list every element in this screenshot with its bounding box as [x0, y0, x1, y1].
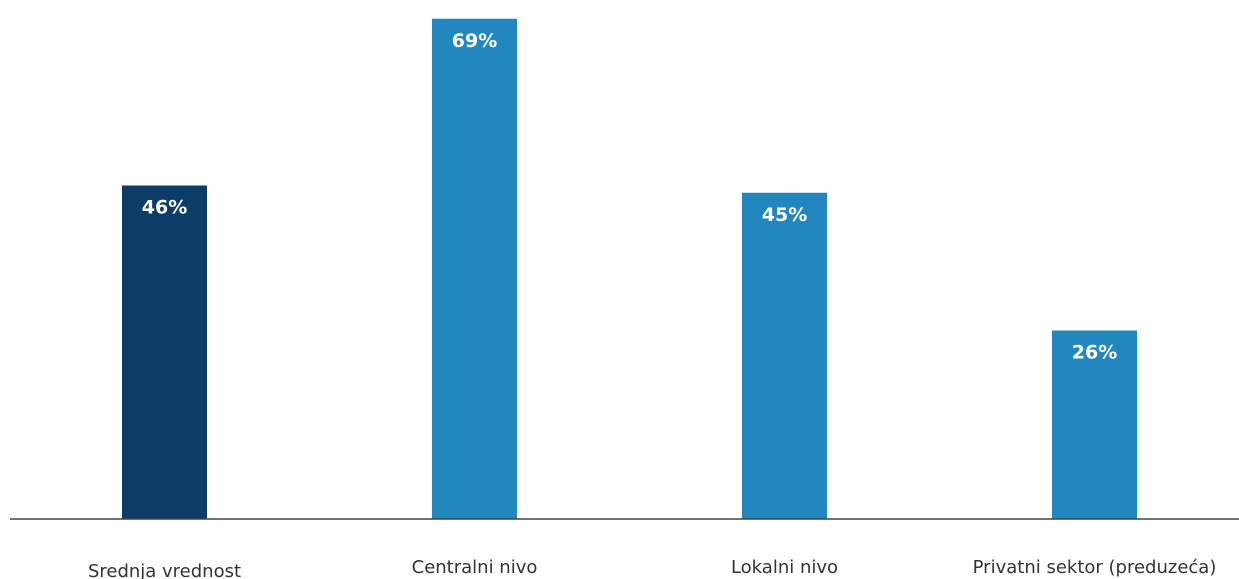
category-label-2: Centralni nivo	[412, 557, 538, 578]
bar-2	[432, 18, 517, 519]
category-label-1: Srednja vrednost	[88, 561, 241, 579]
category-labels-group: Srednja vrednost Centralni nivo Lokalni ni…	[88, 557, 1216, 579]
bar-value-label-1: 46%	[142, 197, 187, 219]
category-label-4: Privatni sektor (preduzeća)	[973, 557, 1217, 578]
bars-group: 46% 69% 45% 26%	[122, 18, 1137, 519]
bar-value-label-3: 45%	[762, 204, 807, 226]
bar-value-label-4: 26%	[1072, 342, 1117, 364]
bar-value-label-2: 69%	[452, 30, 497, 52]
bar-4	[1052, 330, 1137, 519]
category-label-3: Lokalni nivo	[731, 557, 838, 578]
bar-1	[122, 185, 207, 519]
bar-3	[742, 192, 827, 519]
